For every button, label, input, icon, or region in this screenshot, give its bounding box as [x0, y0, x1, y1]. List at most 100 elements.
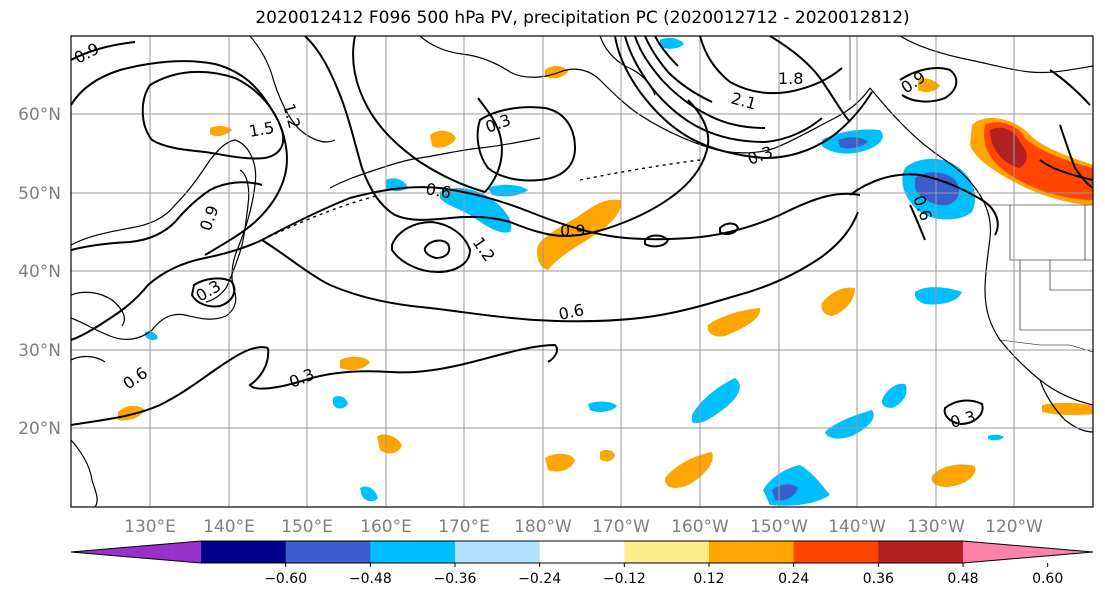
pv-contours — [71, 36, 1093, 426]
precip-negative-patch — [915, 172, 960, 206]
colorbar-segment — [793, 541, 879, 563]
coastline-asia — [71, 355, 106, 363]
precip-positive-patch — [931, 464, 976, 487]
precip-negative-patch — [660, 37, 684, 49]
lon-label: 140°E — [203, 517, 255, 537]
precip-positive-patch — [377, 434, 402, 454]
coastline-asia — [71, 139, 257, 340]
coastline-asia — [71, 291, 125, 327]
pv-contour — [476, 106, 577, 182]
pv-contour — [391, 220, 472, 274]
map-title: 2020012412 F096 500 hPa PV, precipitatio… — [255, 8, 910, 28]
pv-contour — [943, 399, 984, 426]
lon-label: 140°W — [828, 517, 886, 537]
lon-label: 150°W — [750, 517, 808, 537]
colorbar-segment — [370, 541, 456, 563]
pv-contour — [1039, 159, 1093, 181]
pv-contour — [71, 346, 269, 426]
lat-label: 60°N — [18, 105, 61, 125]
coastline-asia — [71, 439, 98, 507]
border-line — [1009, 205, 1051, 290]
pv-contour — [699, 36, 843, 95]
contour-label: 0.6 — [557, 300, 586, 324]
precip-positive-patch — [210, 125, 232, 137]
pv-contour — [304, 36, 710, 238]
lat-label: 40°N — [18, 262, 61, 282]
colorbar-tick-label: 0.12 — [693, 571, 724, 587]
precip-negative-patch — [440, 188, 512, 233]
colorbar-tick-label: 0.60 — [1032, 571, 1063, 587]
pv-contour — [1059, 124, 1093, 189]
lat-label: 20°N — [18, 419, 61, 439]
map-content — [71, 36, 1093, 507]
colorbar-outline — [70, 540, 1094, 564]
colorbar-tick-label: −0.60 — [264, 571, 307, 587]
lon-label: 130°E — [124, 517, 176, 537]
pv-contour — [423, 239, 451, 260]
lat-label: 30°N — [18, 341, 61, 361]
lat-label: 50°N — [18, 184, 61, 204]
colorbar-tick-label: 0.36 — [863, 571, 894, 587]
pv-contour — [261, 186, 861, 241]
pv-contour — [614, 36, 873, 160]
contour-label: 0.9 — [560, 221, 585, 240]
contour-label: 0.6 — [424, 179, 452, 202]
colorbar-segment — [285, 541, 371, 563]
pv-contour — [190, 277, 236, 308]
coastline-na-west — [869, 87, 1093, 406]
colorbar-extend-max — [963, 541, 1093, 563]
precip-negative-patch — [692, 378, 740, 424]
colorbar-segment — [709, 541, 795, 563]
lon-label: 150°E — [281, 517, 333, 537]
precip-positive-patch — [918, 78, 940, 93]
coastline-alaska — [419, 36, 871, 154]
pv-contour — [477, 97, 503, 193]
borders — [849, 36, 1093, 353]
pv-contour — [719, 222, 740, 236]
precip-positive-patch — [707, 308, 761, 337]
longitude-labels: 130°E 140°E 150°E 160°E 170°E 180°W 170°… — [124, 517, 1043, 537]
pv-contour — [261, 211, 859, 323]
coastline-kamchatka — [249, 36, 336, 143]
pv-contour — [634, 36, 766, 129]
colorbar-tick-label: 0.48 — [947, 571, 978, 587]
precip-negative-patch — [881, 383, 907, 408]
colorbar-tick-label: −0.24 — [518, 571, 561, 587]
coastlines — [71, 36, 1093, 507]
pv-contour — [71, 239, 263, 341]
pv-contour — [644, 234, 670, 248]
coastline-japan — [205, 169, 250, 303]
coastline-na-arctic — [899, 36, 1093, 74]
precip-negative-patch — [988, 434, 1004, 441]
precip-negative-patch — [588, 401, 617, 413]
pv-contour — [624, 36, 823, 144]
border-line — [1019, 260, 1060, 331]
pv-contour — [849, 173, 999, 236]
pv-contour-dashed — [261, 194, 381, 241]
pv-contour — [899, 67, 958, 103]
colorbar: −0.60 −0.48 −0.36 −0.24 −0.12 0.12 0.24 0.36 0.4… — [70, 540, 1094, 587]
colorbar-segment — [201, 541, 287, 563]
precip-positive-patch — [340, 356, 370, 370]
precip-negative-patch — [838, 137, 868, 149]
pv-contour — [644, 36, 713, 103]
border-line — [999, 339, 1093, 353]
latitude-labels: 60°N 50°N 40°N 30°N 20°N — [18, 105, 61, 439]
lon-label: 130°W — [907, 517, 965, 537]
coastline-baja — [1039, 379, 1093, 433]
lon-label: 160°E — [360, 517, 412, 537]
pv-contour — [141, 70, 285, 160]
precip-negative-patch — [333, 396, 348, 409]
pv-contour — [71, 181, 263, 251]
precip-negative-patch — [914, 287, 962, 305]
coastline-aleutians — [329, 137, 541, 189]
precip-positive-patch — [600, 449, 615, 462]
map-frame — [70, 35, 1094, 508]
pv-contour — [1049, 69, 1091, 106]
colorbar-extend-min — [71, 541, 201, 563]
lon-label: 120°W — [985, 517, 1043, 537]
precip-positive-patch — [545, 453, 575, 472]
precip-negative-patch — [825, 410, 874, 439]
precip-positive-patch — [821, 287, 855, 316]
